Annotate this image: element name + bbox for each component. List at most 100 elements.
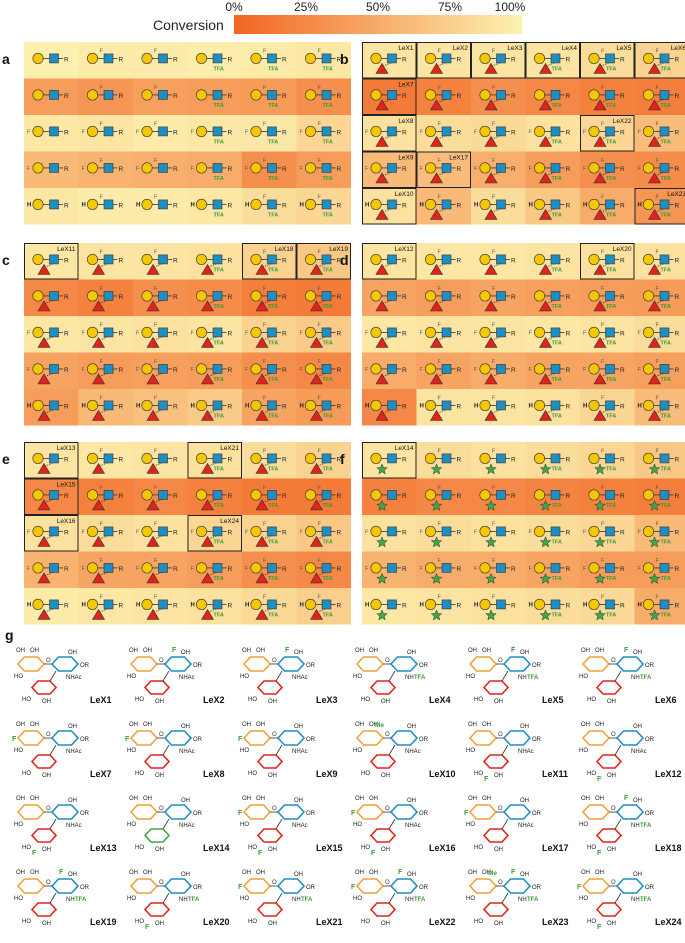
heatmap-cell: RFF bbox=[416, 316, 471, 353]
reducing-end-label: R bbox=[457, 330, 462, 337]
fucosyl-bond bbox=[275, 892, 283, 904]
fucose-triangle-icon bbox=[647, 99, 662, 111]
galactose-circle-icon bbox=[250, 52, 262, 64]
oh-label: OH bbox=[607, 921, 616, 927]
galactose-circle-icon bbox=[370, 525, 382, 537]
reducing-end-label: R bbox=[64, 202, 69, 209]
oh-label: OH bbox=[129, 796, 138, 802]
glcnac-square-icon bbox=[49, 254, 59, 265]
fluoro-label: F bbox=[263, 521, 267, 527]
fluoro-label: F bbox=[656, 286, 660, 292]
tfa-label: TFA bbox=[268, 503, 278, 509]
or-label: OR bbox=[532, 737, 542, 743]
fucose-triangle-icon bbox=[484, 300, 498, 312]
fucose-triangle-icon bbox=[200, 263, 215, 275]
tfa-label: TFA bbox=[552, 139, 562, 145]
glcnac-square-icon bbox=[321, 400, 332, 411]
fluoro-label: F bbox=[285, 647, 290, 654]
galactose-circle-icon bbox=[479, 598, 491, 610]
glcnac-square-icon bbox=[441, 490, 452, 500]
fluoro-label: F bbox=[318, 194, 322, 200]
fucose-triangle-icon bbox=[37, 300, 51, 312]
fluoro-label: F bbox=[318, 448, 322, 454]
hydrogen-label: H bbox=[583, 202, 587, 208]
fluoro-label: F bbox=[492, 121, 496, 127]
glcnac-square-icon bbox=[103, 291, 114, 301]
fluoro-label: F bbox=[351, 810, 356, 817]
fluoro-label: F bbox=[100, 286, 104, 292]
reducing-end-label: R bbox=[402, 456, 407, 463]
glcnac-square-icon bbox=[441, 327, 452, 338]
galactose-circle-icon bbox=[370, 326, 382, 338]
fluoro-label: F bbox=[492, 485, 496, 491]
ho-label: HO bbox=[353, 748, 362, 754]
reducing-end-label: R bbox=[566, 129, 571, 136]
heatmap-cell: RFH bbox=[133, 588, 188, 625]
arabinose-star-icon bbox=[539, 463, 552, 475]
fluoro-label: F bbox=[300, 129, 304, 135]
galactose-circle-icon bbox=[32, 399, 44, 411]
oh-label: OH bbox=[633, 872, 642, 878]
hydrogen-label: H bbox=[300, 202, 304, 208]
arabinose-star-icon bbox=[485, 499, 497, 511]
reducing-end-label: R bbox=[457, 602, 462, 609]
galactose-circle-icon bbox=[370, 399, 382, 411]
fluoro-label: F bbox=[365, 166, 369, 172]
ring-oxygen: O bbox=[498, 806, 503, 812]
oh-label: OH bbox=[42, 773, 51, 779]
compound-label: LeX1 bbox=[90, 695, 112, 705]
glcnac-square-icon bbox=[387, 291, 397, 301]
highlight-label: LeX19 bbox=[329, 246, 348, 253]
fucose-triangle-icon bbox=[255, 300, 269, 312]
fluoro-label: F bbox=[318, 359, 322, 365]
tfa-label: TFA bbox=[661, 612, 671, 618]
nh-label: NH bbox=[518, 675, 527, 681]
oh-label: OH bbox=[355, 648, 364, 654]
reducing-end-label: R bbox=[402, 294, 407, 301]
compound-label: LeX6 bbox=[655, 695, 677, 705]
fluoro-label: F bbox=[474, 129, 478, 135]
reducing-end-label: R bbox=[402, 367, 407, 374]
heatmap-cell: RF bbox=[78, 478, 133, 515]
galactose-circle-icon bbox=[304, 290, 316, 302]
highlight-box: LeX11 bbox=[24, 243, 79, 280]
galactose-ring bbox=[16, 878, 46, 894]
fluoro-label: F bbox=[420, 129, 424, 135]
fluoro-label: F bbox=[529, 529, 533, 535]
galactose-circle-icon bbox=[250, 89, 262, 101]
glcnac-square-icon bbox=[387, 526, 397, 537]
oh-label: OH bbox=[494, 847, 503, 853]
galactose-circle-icon bbox=[196, 363, 208, 375]
oh-label: OH bbox=[155, 921, 164, 927]
glcnac-ring bbox=[163, 878, 193, 894]
hydrogen-label: H bbox=[136, 403, 140, 409]
fucose-triangle-icon bbox=[146, 572, 160, 584]
oh-label: OH bbox=[494, 699, 503, 705]
fluoro-label: F bbox=[601, 359, 605, 365]
fucose-triangle-icon bbox=[91, 572, 106, 584]
conversion-legend: Conversion 0% 25% 50% 75% 100% bbox=[153, 0, 526, 34]
fucose-triangle-icon bbox=[200, 300, 215, 312]
fucosyl-bond bbox=[162, 818, 170, 830]
oh-label: OH bbox=[42, 847, 51, 853]
reducing-end-label: R bbox=[228, 93, 233, 100]
reducing-end-label: R bbox=[511, 93, 516, 100]
hydrogen-label: H bbox=[583, 602, 587, 608]
reducing-end-label: R bbox=[282, 566, 287, 573]
fluoro-label: F bbox=[318, 286, 322, 292]
glcnac-square-icon bbox=[103, 599, 114, 610]
reducing-end-label: R bbox=[173, 93, 178, 100]
fluoro-label: F bbox=[420, 166, 424, 172]
fucose-ring bbox=[369, 754, 397, 769]
fucose-triangle-icon bbox=[37, 263, 51, 275]
